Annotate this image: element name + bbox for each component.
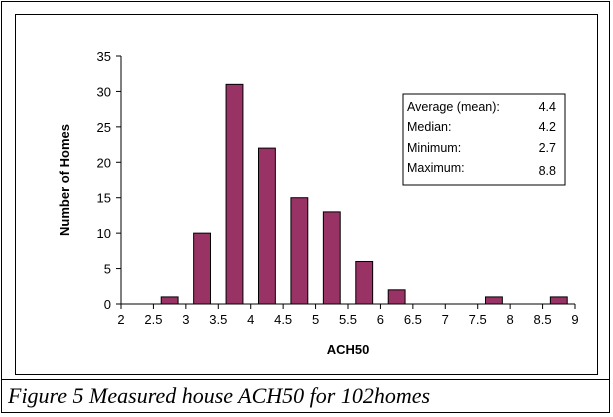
x-axis-title: ACH50 bbox=[327, 342, 370, 357]
x-tick-label: 3 bbox=[182, 312, 189, 327]
x-tick-label: 5.5 bbox=[339, 312, 357, 327]
histogram-bar bbox=[194, 233, 211, 304]
stats-value: 4.4 bbox=[539, 100, 556, 114]
histogram-bar bbox=[388, 290, 405, 304]
y-axis-title: Number of Homes bbox=[57, 124, 72, 236]
x-tick-label: 2 bbox=[117, 312, 124, 327]
x-tick-label: 6.5 bbox=[404, 312, 422, 327]
x-tick-label: 2.5 bbox=[144, 312, 162, 327]
histogram-bar bbox=[258, 148, 275, 304]
stats-label: Average (mean): bbox=[407, 100, 500, 114]
x-tick-label: 4 bbox=[247, 312, 254, 327]
x-tick-label: 6 bbox=[377, 312, 384, 327]
histogram-bar bbox=[226, 84, 243, 304]
x-tick-label: 8.5 bbox=[534, 312, 552, 327]
histogram-bar bbox=[323, 212, 340, 304]
y-tick-label: 35 bbox=[97, 49, 111, 64]
chart-area: 0 5 10 15 20 25 30 35 2 2.5 3 3.5 4 4.5 5 5.5 6 6.5 7 7.5 8 8… bbox=[15, 14, 598, 375]
x-tick-label: 7.5 bbox=[469, 312, 487, 327]
stats-label: Maximum: bbox=[407, 161, 465, 175]
y-tick-label: 30 bbox=[97, 84, 111, 99]
y-tick-label: 15 bbox=[97, 191, 111, 206]
stats-label: Minimum: bbox=[407, 141, 461, 155]
x-tick-label: 3.5 bbox=[209, 312, 227, 327]
y-tick-label: 25 bbox=[97, 120, 111, 135]
y-tick-label: 0 bbox=[104, 297, 111, 312]
stats-value: 8.8 bbox=[539, 164, 556, 178]
histogram-bar bbox=[161, 297, 178, 304]
y-tick-label: 5 bbox=[104, 262, 111, 277]
histogram-bar bbox=[356, 261, 373, 304]
y-tick-label: 20 bbox=[97, 155, 111, 170]
caption-divider bbox=[2, 379, 609, 380]
histogram-bar bbox=[485, 297, 502, 304]
x-tick-label: 9 bbox=[571, 312, 578, 327]
y-tick-label: 10 bbox=[97, 226, 111, 241]
histogram-bar bbox=[291, 198, 308, 304]
x-tick-label: 4.5 bbox=[274, 312, 292, 327]
histogram-bar bbox=[550, 297, 567, 304]
histogram-chart: 0 5 10 15 20 25 30 35 2 2.5 3 3.5 4 4.5 5 5.5 6 6.5 7 7.5 8 8… bbox=[16, 15, 597, 374]
x-tick-label: 7 bbox=[442, 312, 449, 327]
x-tick-label: 8 bbox=[507, 312, 514, 327]
x-tick-label: 5 bbox=[312, 312, 319, 327]
stats-label: Median: bbox=[407, 120, 451, 134]
figure-caption: Figure 5 Measured house ACH50 for 102hom… bbox=[8, 383, 430, 409]
stats-value: 2.7 bbox=[539, 141, 556, 155]
stats-value: 4.2 bbox=[539, 120, 556, 134]
